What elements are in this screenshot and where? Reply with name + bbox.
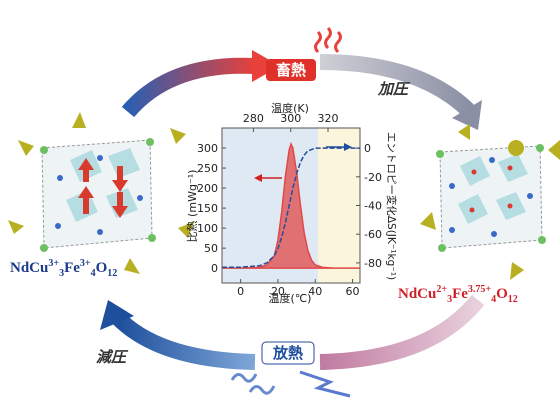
y-tick-label: 250 (197, 162, 218, 175)
formula-part: 12 (508, 294, 518, 305)
cycle-arrow (118, 318, 255, 362)
cool-icon (232, 372, 350, 396)
formula: NdCu3+3Fe3+4O12 (10, 258, 117, 279)
figure: 畜熱 加圧 減圧 放熱 温度(K) 温度(℃) 比熱 (mWg⁻¹) エ (0, 0, 560, 401)
x-tick-label: 20 (271, 285, 285, 298)
y-tick-label: 0 (211, 262, 218, 275)
formula-part: O (96, 260, 108, 276)
y-tick-label: 100 (197, 222, 218, 235)
diagram: 畜熱 加圧 減圧 放熱 温度(K) 温度(℃) 比熱 (mWg⁻¹) エ (0, 0, 560, 401)
formula-part: 3+ (48, 258, 59, 269)
x-tick-label: 40 (308, 285, 322, 298)
y-tick-label: 50 (204, 242, 218, 255)
label: 減圧 (96, 348, 129, 366)
x-tick-label: 0 (237, 285, 244, 298)
y-tick-label: 150 (197, 202, 218, 215)
x2-tick-label: 300 (280, 112, 301, 125)
y2-tick-label: -20 (364, 171, 382, 184)
label: 放熱 (272, 344, 303, 362)
x2-tick-label: 280 (243, 112, 264, 125)
plot-region-warm (318, 128, 360, 283)
y2-tick-label: 0 (364, 142, 371, 155)
formula-part: NdCu (10, 260, 48, 276)
y2-axis-label: エントロピー変化ΔS(JK⁻¹kg⁻¹) (385, 132, 398, 280)
x2-tick-label: 320 (318, 112, 339, 125)
formula-part: 3+ (80, 258, 91, 269)
cycle-arrow (320, 300, 478, 362)
heat-icon (316, 28, 341, 52)
y-tick-label: 300 (197, 142, 218, 155)
formula-part: 2+ (436, 284, 447, 295)
crystal-left (8, 112, 194, 274)
label: 畜熱 (276, 61, 306, 79)
formula-part: 12 (107, 268, 117, 279)
y-tick-label: 200 (197, 182, 218, 195)
x-tick-label: 60 (346, 285, 360, 298)
formula-part: NdCu (398, 286, 436, 302)
crystal-right (420, 124, 560, 280)
formula-part: O (496, 286, 508, 302)
y2-tick-label: -60 (364, 228, 382, 241)
formula: NdCu2+3Fe3.75+4O12 (398, 284, 518, 305)
formula-part: Fe (452, 286, 468, 302)
y2-tick-label: -80 (364, 257, 382, 270)
formula-part: Fe (64, 260, 80, 276)
label: 加圧 (377, 80, 411, 98)
cycle-arrow (128, 66, 255, 112)
formula-part: 3.75+ (468, 284, 491, 295)
y2-tick-label: -40 (364, 200, 382, 213)
